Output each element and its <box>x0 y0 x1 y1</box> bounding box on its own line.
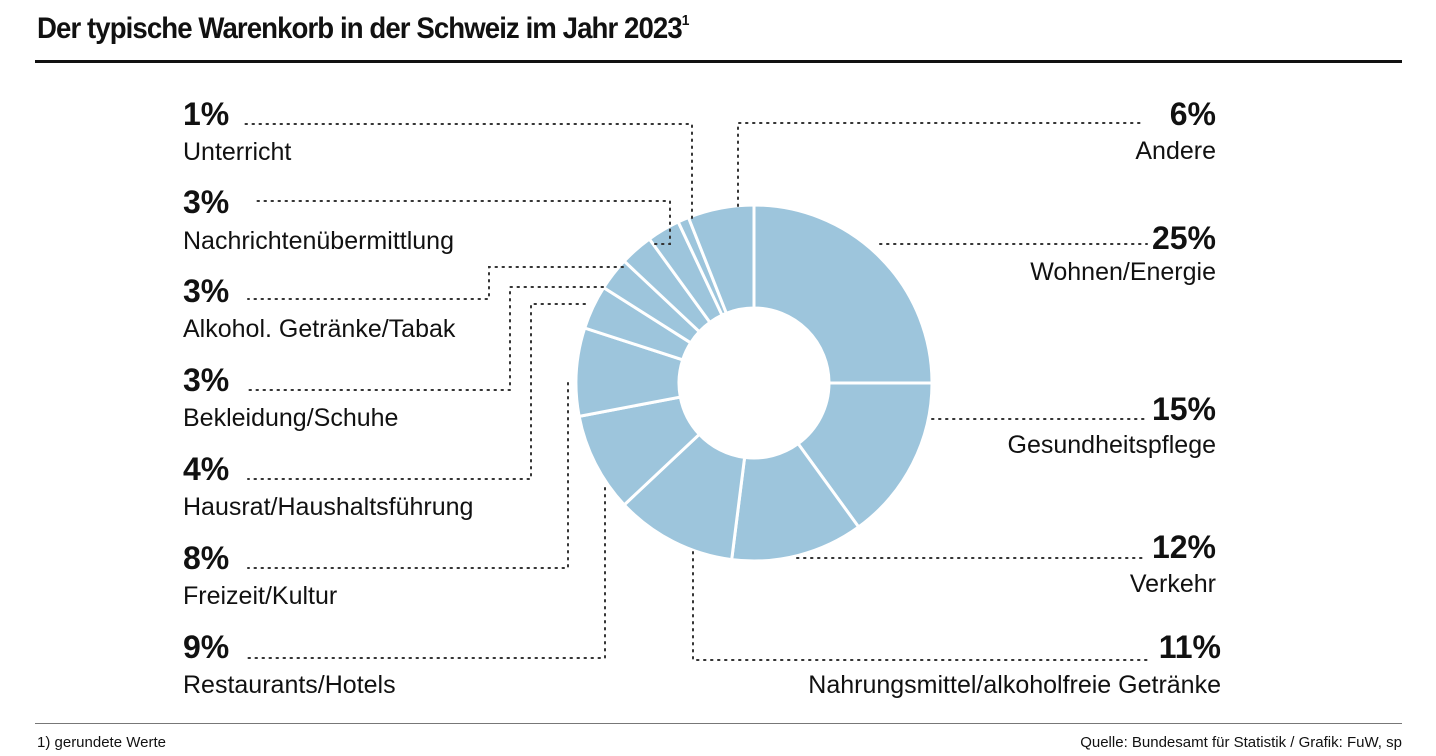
category-label-gesundheitspflege: Gesundheitspflege <box>1008 431 1216 459</box>
pct-label-hausrat-haushaltsfuehrung: 4% <box>183 451 229 487</box>
pct-label-unterricht: 1% <box>183 96 229 132</box>
pct-label-bekleidung-schuhe: 3% <box>183 362 229 398</box>
slice-gesundheitspflege <box>795 381 934 530</box>
leader-line-freizeit-kultur <box>247 382 569 569</box>
title-footnote-marker: 1 <box>681 12 690 29</box>
leader-line-hausrat-haushaltsfuehrung <box>247 303 586 480</box>
category-label-unterricht: Unterricht <box>183 138 291 166</box>
category-label-alkohol-getraenke-tabak: Alkohol. Getränke/Tabak <box>183 315 456 343</box>
category-label-nachrichtenuebermittlung: Nachrichtenübermittlung <box>183 227 454 255</box>
chart-title: Der typische Warenkorb in der Schweiz im… <box>37 12 689 46</box>
footnote: 1) gerundete Werte <box>37 734 166 751</box>
pct-label-gesundheitspflege: 15% <box>1152 391 1216 427</box>
donut-slices <box>574 203 934 563</box>
leader-line-nahrungsmittel-alkoholfreie-getraenke <box>692 551 1148 661</box>
slice-wohnen-energie <box>752 203 934 385</box>
leader-line-andere <box>737 122 1145 207</box>
category-label-bekleidung-schuhe: Bekleidung/Schuhe <box>183 404 398 432</box>
source-credit: Quelle: Bundesamt für Statistik / Grafik… <box>1080 734 1402 751</box>
pct-label-nahrungsmittel-alkoholfreie-getraenke: 11% <box>1159 629 1221 665</box>
leader-line-nachrichtenuebermittlung <box>253 200 671 245</box>
category-label-freizeit-kultur: Freizeit/Kultur <box>183 582 337 610</box>
leader-line-alkohol-getraenke-tabak <box>247 266 624 300</box>
category-label-hausrat-haushaltsfuehrung: Hausrat/Haushaltsführung <box>183 493 473 521</box>
footer-rule <box>35 723 1402 724</box>
pct-label-nachrichtenuebermittlung: 3% <box>183 184 229 220</box>
leader-line-restaurants-hotels <box>247 487 606 659</box>
pct-label-alkohol-getraenke-tabak: 3% <box>183 273 229 309</box>
slice-labels: 25%Wohnen/Energie 15% Gesundheitspflege 12%… <box>183 96 1221 699</box>
category-label-restaurants-hotels: Restaurants/Hotels <box>183 671 396 699</box>
slice-verkehr <box>730 441 861 563</box>
pct-label-restaurants-hotels: 9% <box>183 629 229 665</box>
category-label-nahrungsmittel-alkoholfreie-getraenke: Nahrungsmittel/alkoholfreie Getränke <box>808 671 1221 699</box>
chart-title-text: Der typische Warenkorb in der Schweiz im… <box>37 12 683 45</box>
category-label-verkehr: Verkehr <box>1130 570 1216 598</box>
title-rule <box>35 60 1402 63</box>
category-label-andere: Andere <box>1135 137 1216 165</box>
slice-andere <box>686 203 756 316</box>
leader-line-unterricht <box>243 123 693 219</box>
donut-chart: 25%Wohnen/Energie 15% Gesundheitspflege 12%… <box>183 96 1221 699</box>
pct-label-freizeit-kultur: 8% <box>183 540 229 576</box>
pct-label-andere: 6% <box>1170 96 1216 132</box>
category-label-wohnen-energie: Wohnen/Energie <box>1030 258 1216 286</box>
leader-lines <box>243 122 1148 661</box>
pct-label-verkehr: 12% <box>1152 529 1216 565</box>
pct-label-wohnen-energie: 25% <box>1152 220 1216 256</box>
